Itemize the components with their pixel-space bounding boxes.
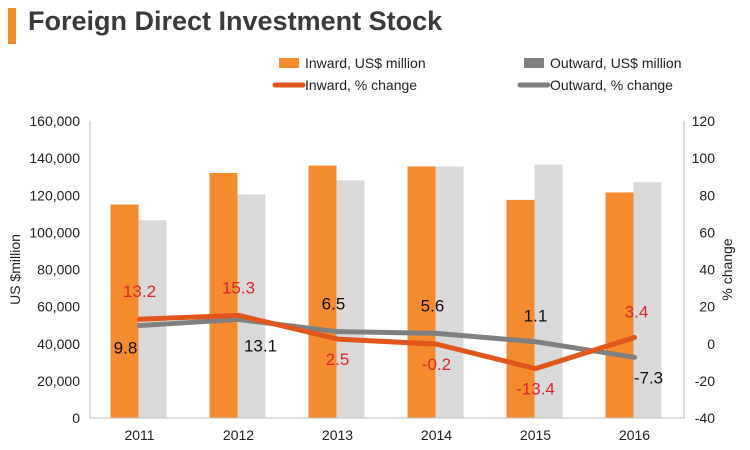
inward-pct-label: 15.3 [222,278,255,297]
y2-tick-label: 120 [692,113,716,129]
left-axis: 0 20,000 40,000 60,000 80,000 100,000 120,000 1… [7,113,91,426]
x-tick-label: 2013 [322,427,353,443]
y-axis-title: US $million [7,234,23,305]
outward-pct-label: 6.5 [322,295,346,314]
y2-axis-title: % change [719,238,735,300]
y2-tick-label: 0 [707,336,715,352]
bars-group [110,164,662,418]
outward-pct-label: 9.8 [114,339,138,358]
title-accent-bar [8,8,16,44]
inward-bar [506,199,535,418]
y2-tick-label: -20 [695,373,715,389]
legend-inward-bar-label: Inward, US$ million [305,55,426,71]
y2-tick-label: 20 [699,299,715,315]
y2-tick-label: 60 [699,224,715,240]
x-axis: 2011 2012 2013 2014 2015 2016 [90,417,684,443]
legend: Inward, US$ million Outward, US$ million I… [272,55,682,93]
y-tick-label: 140,000 [29,150,80,166]
outward-pct-label: 13.1 [244,336,277,355]
y-tick-label: 160,000 [29,113,80,129]
y2-tick-label: -40 [695,410,715,426]
legend-outward-bar-swatch [524,58,544,68]
y-tick-label: 0 [72,410,80,426]
legend-inward-bar-swatch [279,58,299,68]
y2-tick-label: 40 [699,262,715,278]
outward-bar [435,166,464,418]
y2-tick-label: 80 [699,187,715,203]
x-tick-label: 2011 [124,427,154,443]
data-labels-group: 13.2 15.3 2.5 -0.2 -13.4 3.4 9.8 13.1 6.5 5.6 1.1 -… [114,278,663,398]
y-tick-label: 60,000 [37,299,80,315]
outward-pct-line [137,316,637,360]
outward-bar [336,180,365,418]
outward-bar [237,194,266,418]
x-tick-label: 2014 [421,427,452,443]
legend-outward-line-label: Outward, % change [550,77,673,93]
y-tick-label: 80,000 [37,262,80,278]
inward-pct-label: 2.5 [326,350,350,369]
outward-pct-label: 1.1 [524,307,548,326]
y2-tick-label: 100 [692,150,716,166]
inward-bar [110,204,139,418]
outward-bar [633,182,662,418]
legend-outward-bar-label: Outward, US$ million [550,55,682,71]
x-tick-label: 2012 [223,427,254,443]
right-axis: -40 -20 0 20 40 60 80 100 120 % change [683,113,735,426]
y-tick-label: 20,000 [37,373,80,389]
legend-inward-line-label: Inward, % change [305,77,417,93]
y-tick-label: 120,000 [29,187,80,203]
y-tick-label: 40,000 [37,336,80,352]
inward-pct-label: -13.4 [516,380,555,399]
outward-pct-label: -7.3 [634,368,663,387]
inward-pct-label: -0.2 [422,355,451,374]
inward-pct-label: 3.4 [625,302,649,321]
lines-group [137,312,637,372]
y-tick-label: 100,000 [29,224,80,240]
inward-bar [308,165,337,418]
inward-bar [209,172,238,418]
inward-pct-line [137,312,637,372]
inward-bar [605,192,634,418]
outward-bar [534,164,563,418]
inward-bar [407,166,436,418]
x-tick-label: 2015 [520,427,551,443]
chart-title: Foreign Direct Investment Stock [28,6,443,36]
x-tick-label: 2016 [619,427,650,443]
inward-pct-label: 13.2 [123,282,156,301]
outward-pct-label: 5.6 [421,296,445,315]
